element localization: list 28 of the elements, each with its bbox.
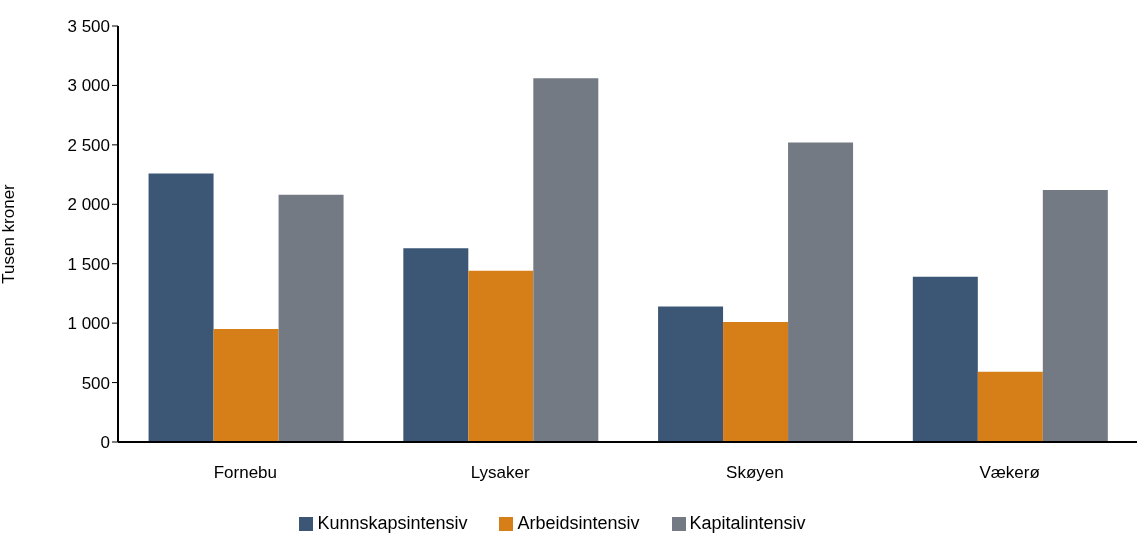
y-tick-label: 3 000 <box>67 76 110 96</box>
x-tick-label: Fornebu <box>213 463 278 483</box>
bar <box>788 142 854 442</box>
legend-label: Arbeidsintensiv <box>517 513 640 533</box>
bar <box>213 329 279 442</box>
y-tick-label: 1 000 <box>67 314 110 334</box>
y-tick-label: 500 <box>81 373 110 393</box>
y-tick-label: 2 000 <box>67 195 110 215</box>
y-tick-label: 0 <box>100 433 110 453</box>
legend-label: Kapitalintensiv <box>689 513 806 533</box>
bar <box>148 173 214 442</box>
y-tick-label: 1 500 <box>67 254 110 274</box>
x-tick-label: Skøyen <box>726 463 784 483</box>
legend-label: Kunnskapsintensiv <box>317 513 468 533</box>
bar <box>468 270 534 442</box>
bar <box>658 306 724 442</box>
y-tick-label: 3 500 <box>67 17 110 37</box>
y-axis-title: Tusen kroner <box>0 183 19 284</box>
y-tick-label: 2 500 <box>67 135 110 155</box>
x-tick-label: Vækerø <box>979 463 1040 483</box>
x-tick-label: Lysaker <box>470 463 530 483</box>
bar <box>723 321 789 442</box>
bar <box>977 371 1043 442</box>
bar <box>1042 190 1108 442</box>
bar <box>912 276 978 442</box>
bar <box>403 248 469 442</box>
bar <box>278 194 344 442</box>
bar <box>533 78 599 442</box>
